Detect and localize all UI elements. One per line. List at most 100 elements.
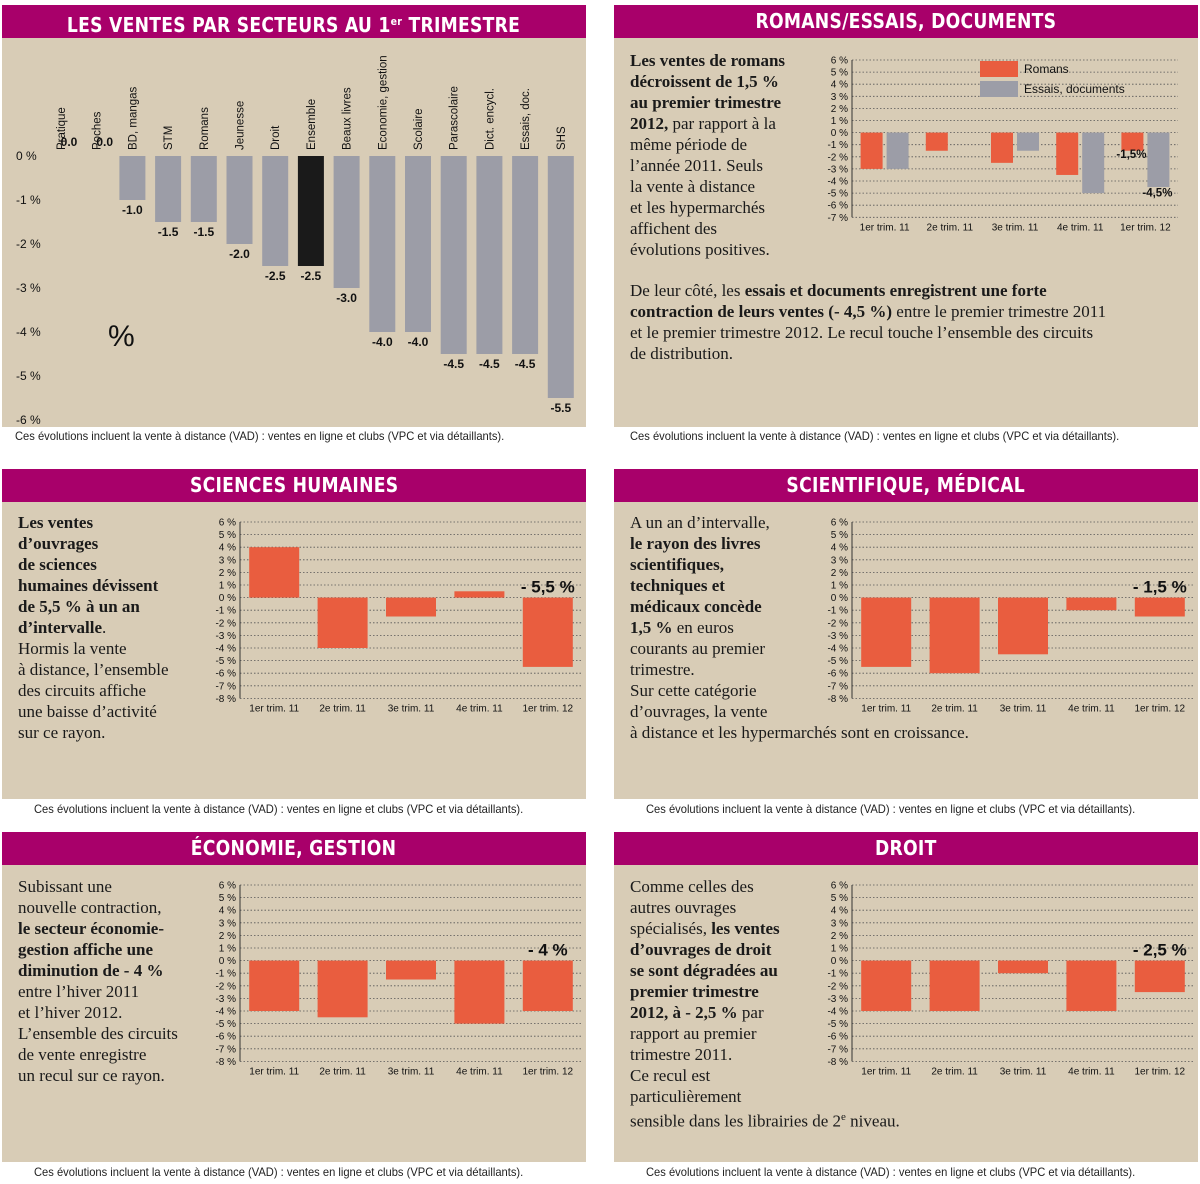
- footnote-5: Ces évolutions incluent la vente à dista…: [34, 1165, 524, 1179]
- y-tick-label: 0 %: [16, 149, 37, 163]
- bar-4: [190, 156, 217, 222]
- y-tick-label: 0 %: [219, 956, 236, 967]
- y-tick-label: -5 %: [16, 369, 41, 383]
- annotation-latest: - 4 %: [528, 941, 568, 960]
- x-tick-label: 4e trim. 11: [1068, 703, 1115, 714]
- y-tick-label: -3 %: [827, 994, 848, 1005]
- y-tick-label: -4 %: [16, 325, 41, 339]
- category-label: SHS: [556, 126, 568, 150]
- y-tick-label: -2 %: [827, 618, 848, 629]
- bar-s0-4: [1134, 960, 1185, 993]
- x-tick-label: 1er trim. 12: [523, 703, 574, 714]
- value-label: -1.0: [122, 203, 143, 217]
- panel-sh-title: SCIENCES HUMAINES: [2, 469, 586, 502]
- x-tick-label: 1er trim. 11: [861, 1066, 911, 1077]
- y-tick-label: 2 %: [219, 568, 236, 579]
- bar-13: [512, 156, 539, 354]
- y-tick-label: 4 %: [831, 543, 848, 554]
- y-tick-label: -4 %: [827, 644, 848, 655]
- bar-s0-2: [991, 132, 1013, 163]
- y-tick-label: -5 %: [215, 656, 236, 667]
- y-tick-label: -3 %: [827, 164, 848, 175]
- y-tick-label: -5 %: [215, 1019, 236, 1030]
- y-tick-label: 3 %: [219, 555, 236, 566]
- y-tick-label: -2 %: [827, 152, 848, 163]
- y-tick-label: -5 %: [827, 656, 848, 667]
- category-label: BD, mangas: [127, 86, 139, 150]
- y-tick-label: -1 %: [215, 969, 236, 980]
- y-tick-label: -7 %: [827, 681, 848, 692]
- y-tick-label: -2 %: [215, 618, 236, 629]
- x-tick-label: 4e trim. 11: [1068, 1066, 1115, 1077]
- y-tick-label: 4 %: [219, 906, 236, 917]
- y-tick-label: -1 %: [827, 606, 848, 617]
- bar-s0-2: [386, 960, 436, 980]
- title-text: LES VENTES PAR SECTEURS AU 1: [67, 13, 392, 37]
- y-tick-label: 1 %: [219, 944, 236, 955]
- bar-s0-4: [522, 960, 573, 1011]
- category-label: Pratique: [56, 107, 68, 150]
- y-tick-label: 1 %: [831, 116, 848, 127]
- category-label: Dict. encycl.: [484, 88, 496, 150]
- category-label: Jeunesse: [235, 101, 247, 150]
- y-tick-label: 6 %: [831, 56, 848, 67]
- y-tick-label: -6 %: [215, 669, 236, 680]
- chart-romans: 6 %5 %4 %3 %2 %1 %0 %-1 %-2 %-3 % -4 %-5 …: [827, 56, 1178, 233]
- category-label: Essais, doc.: [520, 88, 532, 150]
- x-tick-label: 3e trim. 11: [388, 1066, 435, 1077]
- y-tick-label: -5 %: [827, 189, 848, 200]
- bar-s1-3: [1082, 132, 1105, 194]
- category-label: Romans: [199, 107, 211, 150]
- y-tick-label: 5 %: [831, 68, 848, 79]
- y-tick-label: 6 %: [831, 518, 848, 529]
- y-tick-label: 3 %: [831, 555, 848, 566]
- bar-s0-4: [1121, 132, 1144, 151]
- bar-14: [547, 156, 574, 398]
- bar-s0-3: [1066, 960, 1117, 1011]
- footnote-6: Ces évolutions incluent la vente à dista…: [646, 1165, 1136, 1179]
- value-label: -4.5: [443, 357, 464, 371]
- y-tick-label: -3 %: [16, 281, 41, 295]
- y-tick-label: -8 %: [215, 1057, 236, 1068]
- y-tick-label: 6 %: [219, 518, 236, 529]
- category-label: Scolaire: [413, 108, 425, 150]
- panel-romans: [614, 5, 1198, 427]
- annotation-latest: - 5,5 %: [521, 578, 575, 597]
- y-tick-label: -1 %: [215, 606, 236, 617]
- y-tick-label: 0 %: [831, 956, 848, 967]
- y-tick-label: -6 %: [827, 669, 848, 680]
- y-tick-label: -4 %: [827, 177, 848, 188]
- y-tick-label: -3 %: [215, 631, 236, 642]
- x-tick-label: 1er trim. 11: [860, 222, 910, 233]
- bar-10: [405, 156, 431, 332]
- footnote-1: Ces évolutions incluent la vente à dista…: [15, 429, 505, 443]
- bar-s0-2: [998, 597, 1048, 655]
- bar-6: [262, 156, 289, 266]
- chart-economie-gestion: 6 %5 % 4 %3 % 2 % 1 %0 % -1 %-2 % -3 % -4 %-5 …: [215, 881, 582, 1077]
- bar-s0-4: [522, 597, 573, 667]
- title-text-end: TRIMESTRE: [402, 13, 521, 37]
- legend-label-romans: Romans: [1024, 62, 1069, 76]
- y-tick-label: 5 %: [219, 893, 236, 904]
- x-tick-label: 1er trim. 12: [523, 1066, 574, 1077]
- y-tick-label: 5 %: [831, 530, 848, 541]
- y-tick-label: -4 %: [215, 644, 236, 655]
- legend-label-essais: Essais, documents: [1024, 82, 1125, 96]
- x-tick-label: 1er trim. 12: [1135, 1066, 1186, 1077]
- y-tick-label: 2 %: [831, 931, 848, 942]
- annotation-romans: -1,5%: [1116, 149, 1146, 161]
- bar-s0-1: [929, 597, 980, 674]
- y-tick-label: -1 %: [16, 193, 41, 207]
- bar-s0-0: [860, 132, 883, 169]
- value-label: -2.5: [301, 269, 322, 283]
- title-sup: er: [391, 15, 403, 28]
- x-tick-label: 3e trim. 11: [992, 222, 1039, 233]
- x-tick-label: 2e trim. 11: [319, 1066, 366, 1077]
- romans-text-1: Les ventes de romans décroissent de 1,5 …: [630, 51, 786, 259]
- category-label: Beaux livres: [342, 87, 354, 150]
- value-label: -4.0: [408, 335, 429, 349]
- y-tick-label: 4 %: [831, 906, 848, 917]
- bar-s0-4: [1134, 597, 1185, 617]
- bar-2: [119, 156, 146, 200]
- droit-text: Comme celles des autres ouvrages spécial…: [630, 877, 900, 1131]
